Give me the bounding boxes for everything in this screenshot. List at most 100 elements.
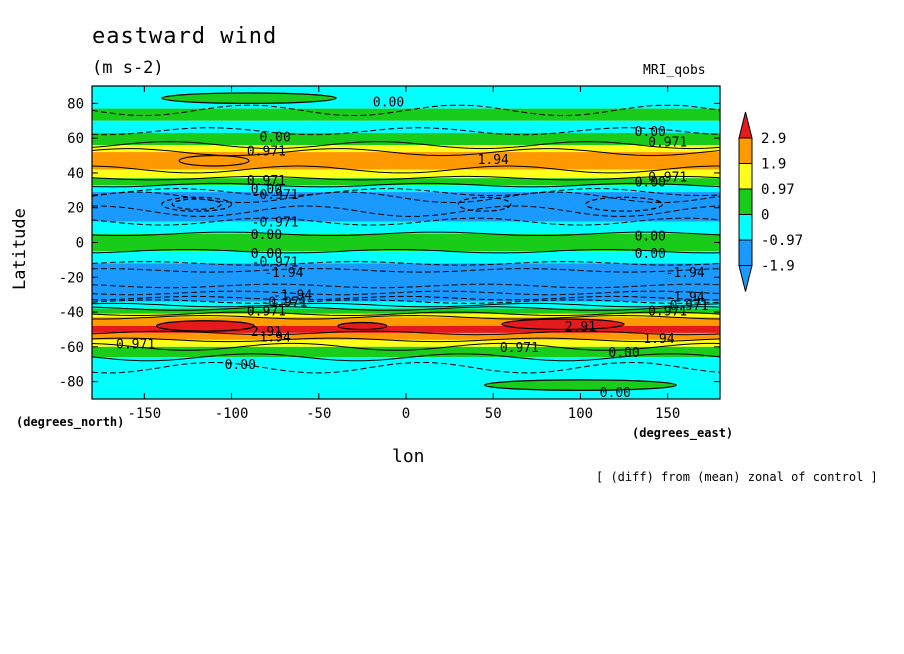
contour-line-16 — [92, 290, 720, 296]
contour-line-22 — [92, 314, 720, 320]
y-tick-label-2: 40 — [67, 166, 84, 182]
x-axis-units: (degrees_east) — [632, 426, 734, 440]
colorbar-label-2: 0.97 — [761, 182, 795, 198]
band-1 — [92, 108, 720, 121]
contour-label-18: -1.94 — [666, 266, 705, 281]
contour-label-17: -1.94 — [264, 266, 303, 281]
colorbar-segment-1 — [738, 137, 753, 164]
colorbar-label-0: 2.9 — [761, 131, 786, 147]
x-tick-label-3: 0 — [402, 406, 410, 422]
x-tick-label-4: 50 — [485, 406, 502, 422]
model-label: MRI_qobs — [643, 63, 706, 78]
y-tick-label-7: -60 — [59, 340, 84, 356]
contour-label-0: 0.00 — [373, 96, 404, 111]
band-20 — [92, 339, 720, 347]
contour-line-26 — [92, 353, 720, 362]
chart-title: eastward wind — [92, 24, 278, 49]
colorbar-segment-3 — [738, 188, 753, 215]
band-13 — [92, 263, 720, 302]
contour-line-20 — [92, 306, 720, 311]
contour-line-6 — [92, 182, 720, 188]
x-axis-label: lon — [392, 446, 425, 467]
y-tick-label-3: 20 — [67, 201, 84, 217]
contour-line-14 — [92, 268, 720, 273]
band-8 — [92, 185, 720, 193]
band-2 — [92, 120, 720, 133]
band-17 — [92, 317, 720, 326]
band-15 — [92, 308, 720, 314]
contour-label-26: 2.91 — [565, 320, 596, 335]
contour-label-20: -1.94 — [666, 290, 705, 305]
contour-line-13 — [92, 261, 720, 266]
band-12 — [92, 251, 720, 264]
contour-line-19 — [92, 302, 720, 308]
band-7 — [92, 178, 720, 186]
contour-blob-6 — [337, 321, 388, 331]
contour-line-5 — [92, 175, 720, 181]
band-6 — [92, 169, 720, 179]
contour-label-11: -0.971 — [252, 216, 299, 231]
contour-blob-3 — [457, 196, 512, 212]
contour-label-33: 0.00 — [600, 386, 631, 401]
contour-label-8: 0.00 — [635, 176, 666, 191]
contour-line-9 — [92, 205, 720, 217]
contour-line-23 — [92, 330, 720, 336]
x-tick-label-5: 100 — [568, 406, 593, 422]
contour-label-27: 1.94 — [260, 330, 291, 345]
y-tick-label-5: -20 — [59, 270, 84, 286]
contour-line-27 — [92, 362, 720, 374]
x-tick-label-0: -150 — [127, 406, 161, 422]
contour-label-24: 0.971 — [648, 304, 687, 319]
contour-label-2: 0.00 — [635, 125, 666, 140]
contour-line-24 — [92, 337, 720, 343]
contour-label-14: 0.00 — [251, 247, 282, 262]
band-11 — [92, 233, 720, 252]
colorbar-label-1: 1.9 — [761, 157, 786, 173]
contour-label-29: 0.971 — [116, 337, 155, 352]
contour-line-18 — [92, 299, 720, 304]
contour-line-12 — [92, 249, 720, 254]
contour-blob-1 — [171, 198, 222, 211]
chart-units: (m s-2) — [92, 58, 164, 78]
contour-blob-4 — [585, 196, 664, 212]
band-22 — [92, 357, 720, 399]
y-tick-label-6: -40 — [59, 305, 84, 321]
band-4 — [92, 145, 720, 153]
contour-line-10 — [92, 217, 720, 226]
contour-line-17 — [92, 295, 720, 301]
contour-label-1: 0.00 — [260, 130, 291, 145]
y-tick-label-4: 0 — [76, 236, 84, 252]
colorbar-label-4: -0.97 — [761, 233, 803, 249]
y-axis-units: (degrees_north) — [16, 415, 125, 429]
contour-label-30: 0.971 — [500, 341, 539, 356]
contour-line-8 — [92, 191, 720, 203]
band-19 — [92, 332, 720, 340]
contour-label-12: 0.00 — [251, 228, 282, 243]
colorbar-segment-2 — [738, 163, 753, 190]
contour-label-15: 0.00 — [635, 247, 666, 262]
contour-blob-9 — [483, 379, 677, 391]
y-tick-label-0: 80 — [67, 96, 84, 112]
contour-blob-2 — [178, 154, 250, 167]
contour-label-31: 0.00 — [608, 346, 639, 361]
contour-line-25 — [92, 342, 720, 351]
contour-label-10: -0.971 — [252, 188, 299, 203]
contour-line-21 — [92, 311, 720, 316]
band-14 — [92, 301, 720, 309]
colorbar-bottom-arrow — [738, 265, 753, 292]
colorbar-top-arrow — [738, 111, 753, 139]
contour-blob-7 — [501, 318, 625, 331]
contour-line-15 — [92, 283, 720, 289]
contour-label-21: -0.971 — [260, 296, 307, 311]
contour-label-28: 1.94 — [643, 332, 674, 347]
colorbar-label-3: 0 — [761, 208, 769, 224]
contour-line-11 — [92, 231, 720, 236]
contour-label-25: 2.91 — [251, 325, 282, 340]
contour-blob-5 — [155, 320, 255, 332]
contour-label-13: 0.00 — [635, 230, 666, 245]
contour-label-6: 0.971 — [247, 174, 286, 189]
band-18 — [92, 325, 720, 333]
contour-label-23: 0.971 — [247, 304, 286, 319]
contour-label-16: -0.971 — [252, 256, 299, 271]
